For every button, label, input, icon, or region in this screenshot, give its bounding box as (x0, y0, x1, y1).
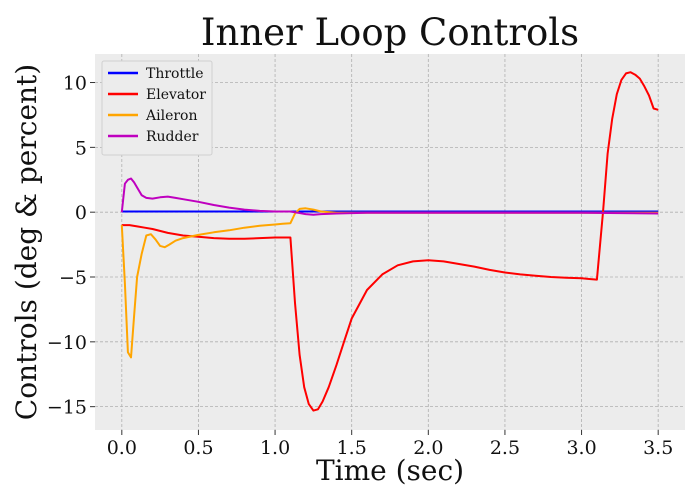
legend: Throttle Elevator Aileron Rudder (101, 60, 213, 156)
chart-title: Inner Loop Controls (201, 11, 579, 54)
x-tick-label: 0.5 (183, 437, 213, 459)
legend-label-throttle: Throttle (146, 66, 204, 82)
series-layer (120, 71, 659, 412)
x-tick-label: 1.0 (260, 437, 290, 459)
series-line-aileron (120, 207, 659, 359)
y-tick-label: 5 (75, 137, 87, 159)
x-tick-label: 3.0 (566, 437, 596, 459)
x-tick-label: 0.0 (107, 437, 137, 459)
series-line-elevator (121, 71, 659, 412)
y-axis-label: Controls (deg & percent) (10, 64, 43, 420)
y-tick-label: 10 (63, 73, 87, 95)
y-tick-label: −15 (47, 397, 87, 419)
legend-label-elevator: Elevator (146, 87, 206, 103)
x-tick-label: 1.5 (337, 437, 367, 459)
x-tick-label: 2.0 (413, 437, 443, 459)
y-tick-label: −10 (47, 332, 87, 354)
y-tick-label: 0 (75, 202, 87, 224)
legend-label-aileron: Aileron (145, 108, 198, 124)
ticks: 0.0 0.5 1.0 1.5 2.0 2.5 3.0 3.5 −15 −10 −5 0 5 10 (47, 73, 673, 459)
series-line-rudder (120, 177, 659, 216)
legend-box (101, 60, 213, 156)
x-tick-label: 3.5 (643, 437, 673, 459)
y-tick-label: −5 (59, 267, 87, 289)
x-axis-label: Time (sec) (316, 454, 464, 487)
legend-label-rudder: Rudder (146, 129, 199, 145)
x-tick-label: 2.5 (490, 437, 520, 459)
